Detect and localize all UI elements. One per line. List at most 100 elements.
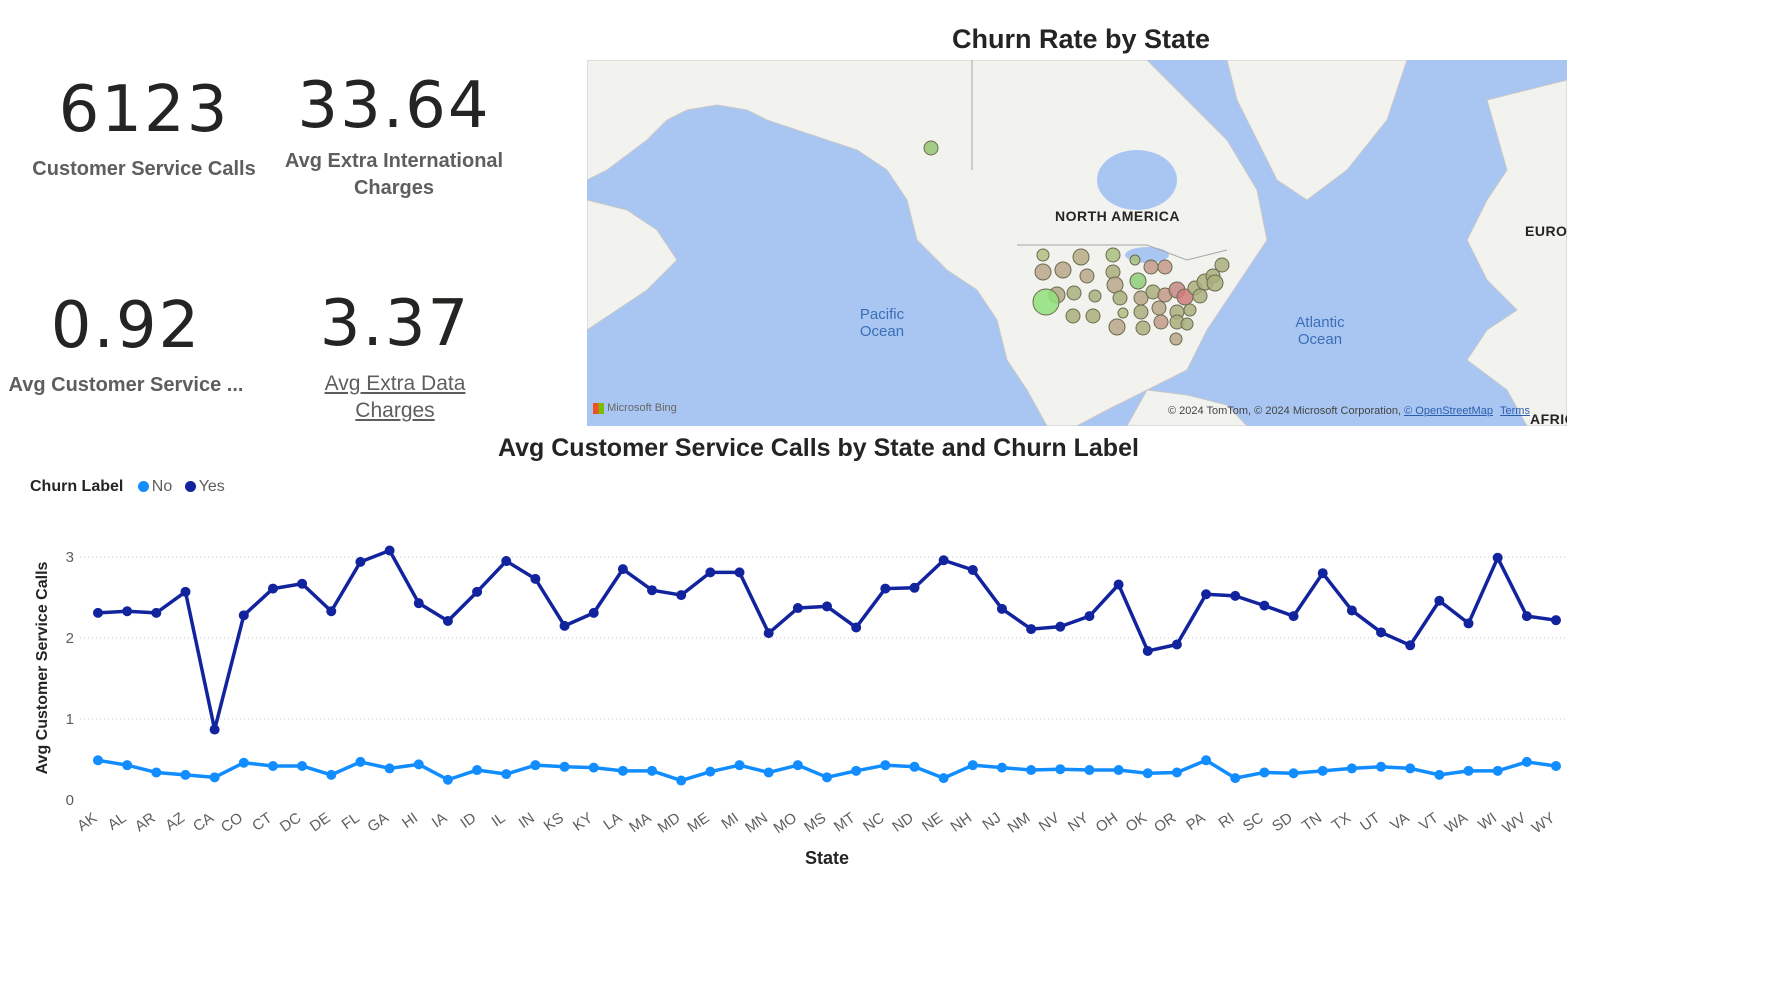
data-point-no[interactable] (122, 760, 133, 771)
data-point-yes[interactable] (384, 545, 395, 556)
state-bubble[interactable] (1183, 303, 1197, 317)
state-bubble[interactable] (1192, 288, 1208, 304)
data-point-no[interactable] (384, 763, 395, 774)
data-point-no[interactable] (1171, 767, 1182, 778)
data-point-no[interactable] (1142, 768, 1153, 779)
data-point-no[interactable] (851, 765, 862, 776)
data-point-yes[interactable] (1405, 640, 1416, 651)
data-point-yes[interactable] (93, 607, 103, 618)
state-bubble[interactable] (1135, 320, 1151, 336)
data-point-yes[interactable] (1434, 595, 1445, 606)
state-bubble[interactable] (1072, 248, 1090, 266)
kpi-label-link[interactable]: Avg Extra Data Charges (324, 372, 466, 422)
data-point-no[interactable] (180, 769, 191, 780)
data-point-no[interactable] (617, 765, 628, 776)
data-point-no[interactable] (938, 773, 949, 784)
state-bubble[interactable] (1117, 307, 1129, 319)
state-bubble[interactable] (1143, 259, 1159, 275)
data-point-no[interactable] (676, 775, 687, 786)
data-point-no[interactable] (1551, 760, 1561, 771)
data-point-yes[interactable] (792, 603, 803, 614)
data-point-yes[interactable] (151, 607, 162, 618)
data-point-yes[interactable] (501, 556, 512, 567)
data-point-no[interactable] (151, 767, 162, 778)
data-point-no[interactable] (1055, 764, 1066, 775)
data-point-yes[interactable] (326, 606, 337, 617)
state-bubble[interactable] (1157, 259, 1173, 275)
data-point-yes[interactable] (763, 628, 774, 639)
state-bubble[interactable] (1034, 263, 1052, 281)
state-bubble[interactable] (1032, 288, 1060, 316)
data-point-no[interactable] (355, 756, 366, 767)
data-point-no[interactable] (1288, 768, 1299, 779)
data-point-yes[interactable] (1551, 615, 1561, 626)
data-point-yes[interactable] (180, 586, 191, 597)
state-bubble[interactable] (1214, 257, 1230, 273)
data-point-no[interactable] (1201, 755, 1212, 766)
data-point-no[interactable] (1259, 767, 1270, 778)
data-point-no[interactable] (472, 765, 483, 776)
state-bubble[interactable] (1129, 272, 1147, 290)
openstreetmap-link[interactable]: © OpenStreetMap (1404, 405, 1493, 417)
data-point-yes[interactable] (238, 610, 249, 621)
state-bubble[interactable] (1129, 254, 1141, 266)
data-point-no[interactable] (1521, 756, 1532, 767)
data-point-no[interactable] (967, 760, 978, 771)
state-bubble[interactable] (1108, 318, 1126, 336)
data-point-yes[interactable] (442, 615, 453, 626)
data-point-yes[interactable] (996, 603, 1007, 614)
data-point-no[interactable] (996, 762, 1007, 773)
data-point-no[interactable] (238, 757, 249, 768)
data-point-yes[interactable] (1084, 611, 1095, 622)
state-bubble[interactable] (1085, 308, 1101, 324)
data-point-yes[interactable] (1346, 605, 1357, 616)
data-point-yes[interactable] (472, 586, 483, 597)
line-chart[interactable]: 0 1 2 3 AK AL AR AZ CA CO CT DC DE FL GA HI IA ID IL IN KS K… (0, 520, 1774, 880)
data-point-no[interactable] (530, 760, 541, 771)
data-point-yes[interactable] (734, 567, 745, 578)
state-bubble[interactable] (1180, 317, 1194, 331)
data-point-yes[interactable] (1201, 589, 1212, 600)
data-point-no[interactable] (588, 762, 599, 773)
data-point-yes[interactable] (967, 564, 978, 575)
data-point-yes[interactable] (851, 622, 862, 633)
data-point-yes[interactable] (1055, 621, 1066, 632)
data-point-no[interactable] (909, 761, 920, 772)
data-point-no[interactable] (326, 769, 337, 780)
data-point-no[interactable] (559, 761, 570, 772)
state-bubble[interactable] (1112, 290, 1128, 306)
data-point-yes[interactable] (122, 606, 133, 617)
data-point-no[interactable] (1113, 765, 1124, 776)
data-point-yes[interactable] (1142, 645, 1153, 656)
state-bubble[interactable] (1036, 248, 1050, 262)
state-bubble[interactable] (1088, 289, 1102, 303)
data-point-yes[interactable] (588, 607, 599, 618)
data-point-no[interactable] (1346, 763, 1357, 774)
data-point-yes[interactable] (1463, 618, 1474, 629)
state-bubble[interactable] (1079, 268, 1095, 284)
state-bubble[interactable] (1206, 274, 1224, 292)
state-bubble[interactable] (1133, 304, 1149, 320)
data-point-no[interactable] (209, 772, 220, 783)
data-point-yes[interactable] (355, 556, 366, 567)
data-point-yes[interactable] (647, 585, 658, 596)
state-bubble[interactable] (1065, 308, 1081, 324)
data-point-yes[interactable] (559, 620, 570, 631)
data-point-no[interactable] (763, 767, 774, 778)
data-point-no[interactable] (442, 774, 453, 785)
data-point-yes[interactable] (1288, 611, 1299, 622)
data-point-yes[interactable] (880, 583, 891, 594)
data-point-yes[interactable] (1317, 568, 1328, 579)
data-point-yes[interactable] (1230, 590, 1241, 601)
data-point-no[interactable] (822, 772, 832, 783)
data-point-yes[interactable] (413, 598, 424, 609)
data-point-no[interactable] (413, 759, 424, 770)
data-point-no[interactable] (1026, 765, 1037, 776)
data-point-no[interactable] (93, 755, 103, 766)
data-point-no[interactable] (734, 760, 745, 771)
data-point-yes[interactable] (1026, 624, 1037, 635)
data-point-yes[interactable] (1376, 627, 1387, 638)
data-point-no[interactable] (1376, 761, 1387, 772)
data-point-no[interactable] (1230, 773, 1241, 784)
series-line-yes[interactable] (97, 548, 1557, 732)
